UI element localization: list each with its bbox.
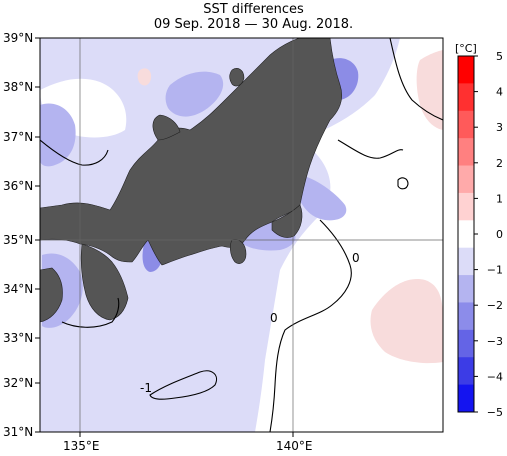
colorbar-tick-label: 3 [496, 121, 503, 134]
colorbar-tick-label: 2 [496, 157, 503, 170]
land-noto-peninsula [152, 114, 181, 141]
colorbar-swatch [458, 302, 474, 331]
contour-loop-east [397, 177, 409, 190]
map-subtitle: 09 Sep. 2018 — 30 Aug. 2018. [153, 17, 354, 32]
colorbar-tick-label: 1 [496, 192, 503, 205]
lat-label-33: 33°N [3, 331, 33, 345]
land-izu-peninsula [230, 239, 247, 264]
lat-label-35: 35°N [3, 233, 33, 247]
contour-zero-offshore [337, 139, 404, 159]
warm-sst-patch-north [137, 68, 152, 86]
colorbar-tick-label: −5 [487, 406, 503, 419]
colorbar-swatch [458, 329, 474, 358]
colorbar-tick-label: −1 [487, 264, 503, 277]
lat-label-39: 39°N [3, 31, 33, 45]
land-sado-island [229, 68, 245, 87]
latitude-axis: 39°N 38°N 37°N 36°N 35°N 34°N 33°N 32°N … [3, 31, 40, 439]
contour-zero-northeast [389, 38, 443, 121]
colorbar-tick-label: −4 [487, 370, 503, 383]
cool-sst-patch-japan-sea [40, 103, 76, 167]
map-area [40, 38, 443, 432]
contour-zero-east [269, 219, 352, 432]
warm-sst-patch-east [370, 279, 443, 364]
cool-sst-patch-boso [297, 175, 347, 221]
contour-kii-south [61, 297, 120, 328]
longitude-axis: 135°E 140°E [63, 432, 313, 453]
lat-label-37: 37°N [3, 130, 33, 144]
colorbar-tick-label: −2 [487, 299, 503, 312]
map-title: SST differences [203, 2, 304, 17]
lon-label-135: 135°E [63, 439, 100, 453]
contour-label-zero-south: 0 [270, 311, 278, 325]
colorbar-swatch [458, 220, 474, 249]
lat-label-36: 36°N [3, 179, 33, 193]
colorbar-swatch [458, 110, 474, 139]
graticule [40, 38, 443, 432]
colorbar-tick-label: 4 [496, 86, 503, 99]
colorbar-swatch [458, 247, 474, 276]
contour-lines [40, 38, 443, 432]
contour-label-zero-east: 0 [352, 251, 360, 265]
land-shikoku [40, 267, 63, 323]
colorbar-swatch [458, 384, 474, 413]
colorbar-swatch [458, 275, 474, 303]
colorbar-swatch [458, 56, 474, 84]
lat-label-38: 38°N [3, 80, 33, 94]
colorbar-swatch [458, 138, 474, 167]
colorbar-swatch [458, 192, 474, 221]
colorbar-swatches [458, 56, 474, 413]
lon-label-140: 140°E [276, 439, 313, 453]
contour-label-minus1: -1 [140, 381, 152, 395]
colorbar-ticks: 5 4 3 2 1 0 −1 −2 −3 −4 −5 [474, 50, 503, 419]
cool-sst-patch-toyama [165, 71, 224, 117]
lat-label-34: 34°N [3, 282, 33, 296]
warm-sst-patch-ne [416, 50, 443, 130]
colorbar-swatch [458, 83, 474, 112]
contour-japan-sea [40, 139, 109, 166]
colorbar-tick-label: 5 [496, 50, 503, 63]
colorbar-unit: [°C] [455, 42, 477, 55]
map-frame [39, 37, 444, 433]
lat-label-32: 32°N [3, 376, 33, 390]
land-boso-peninsula [271, 204, 303, 238]
colorbar-tick-label: −3 [487, 335, 503, 348]
lat-label-31: 31°N [3, 425, 33, 439]
colorbar-swatch [458, 165, 474, 194]
colorbar-tick-label: 0 [496, 228, 503, 241]
colorbar-swatch [458, 357, 474, 386]
land-kii-peninsula [80, 243, 129, 321]
contour-minus1-south [149, 370, 218, 400]
colorbar: [°C] 5 4 3 2 1 0 −1 −2 −3 −4 −5 [455, 42, 503, 419]
